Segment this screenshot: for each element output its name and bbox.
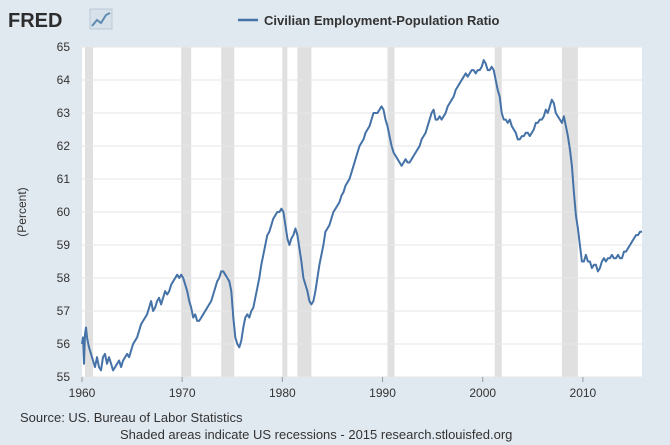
y-tick-label: 64	[57, 73, 71, 87]
x-tick-label: 1990	[369, 386, 396, 400]
recession-note: Shaded areas indicate US recessions - 20…	[120, 427, 512, 442]
y-tick-label: 57	[57, 304, 71, 318]
y-tick-label: 60	[57, 205, 71, 219]
fred-chart-logo-icon	[89, 8, 113, 30]
gridlines	[82, 46, 642, 378]
fred-logo[interactable]: FRED	[8, 8, 113, 32]
fred-logo-text: FRED	[8, 10, 62, 32]
axes: 55 56 57 58 59 60 61 62 63 64 65 1960 1970 1980 1990 20…	[57, 40, 597, 400]
source-note: Source: US. Bureau of Labor Statistics	[20, 410, 243, 425]
y-tick-label: 63	[57, 106, 71, 120]
y-tick-label: 58	[57, 271, 71, 285]
x-tick-label: 2000	[469, 386, 496, 400]
y-tick-label: 61	[57, 172, 71, 186]
y-tick-label: 55	[57, 370, 71, 384]
y-tick-label: 65	[57, 40, 71, 54]
legend: Civilian Employment-Population Ratio	[238, 13, 500, 28]
series-layer	[81, 59, 642, 372]
y-axis-label: (Percent)	[15, 187, 29, 236]
y-tick-label: 59	[57, 238, 71, 252]
series-line	[81, 59, 642, 372]
y-tick-label: 56	[57, 337, 71, 351]
x-tick-label: 1960	[69, 386, 96, 400]
x-tick-label: 2010	[570, 386, 597, 400]
x-tick-label: 1980	[269, 386, 296, 400]
y-tick-label: 62	[57, 139, 71, 153]
x-tick-label: 1970	[169, 386, 196, 400]
plot-area: 55 56 57 58 59 60 61 62 63 64 65 1960 1970 1980 1990 20…	[57, 40, 642, 400]
legend-series-label: Civilian Employment-Population Ratio	[264, 13, 500, 28]
